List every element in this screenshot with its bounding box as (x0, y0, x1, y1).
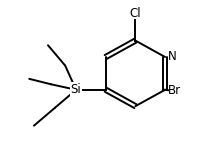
Text: Br: Br (168, 84, 181, 97)
Text: Si: Si (71, 83, 82, 96)
Text: N: N (168, 50, 177, 63)
Text: Cl: Cl (130, 7, 141, 20)
